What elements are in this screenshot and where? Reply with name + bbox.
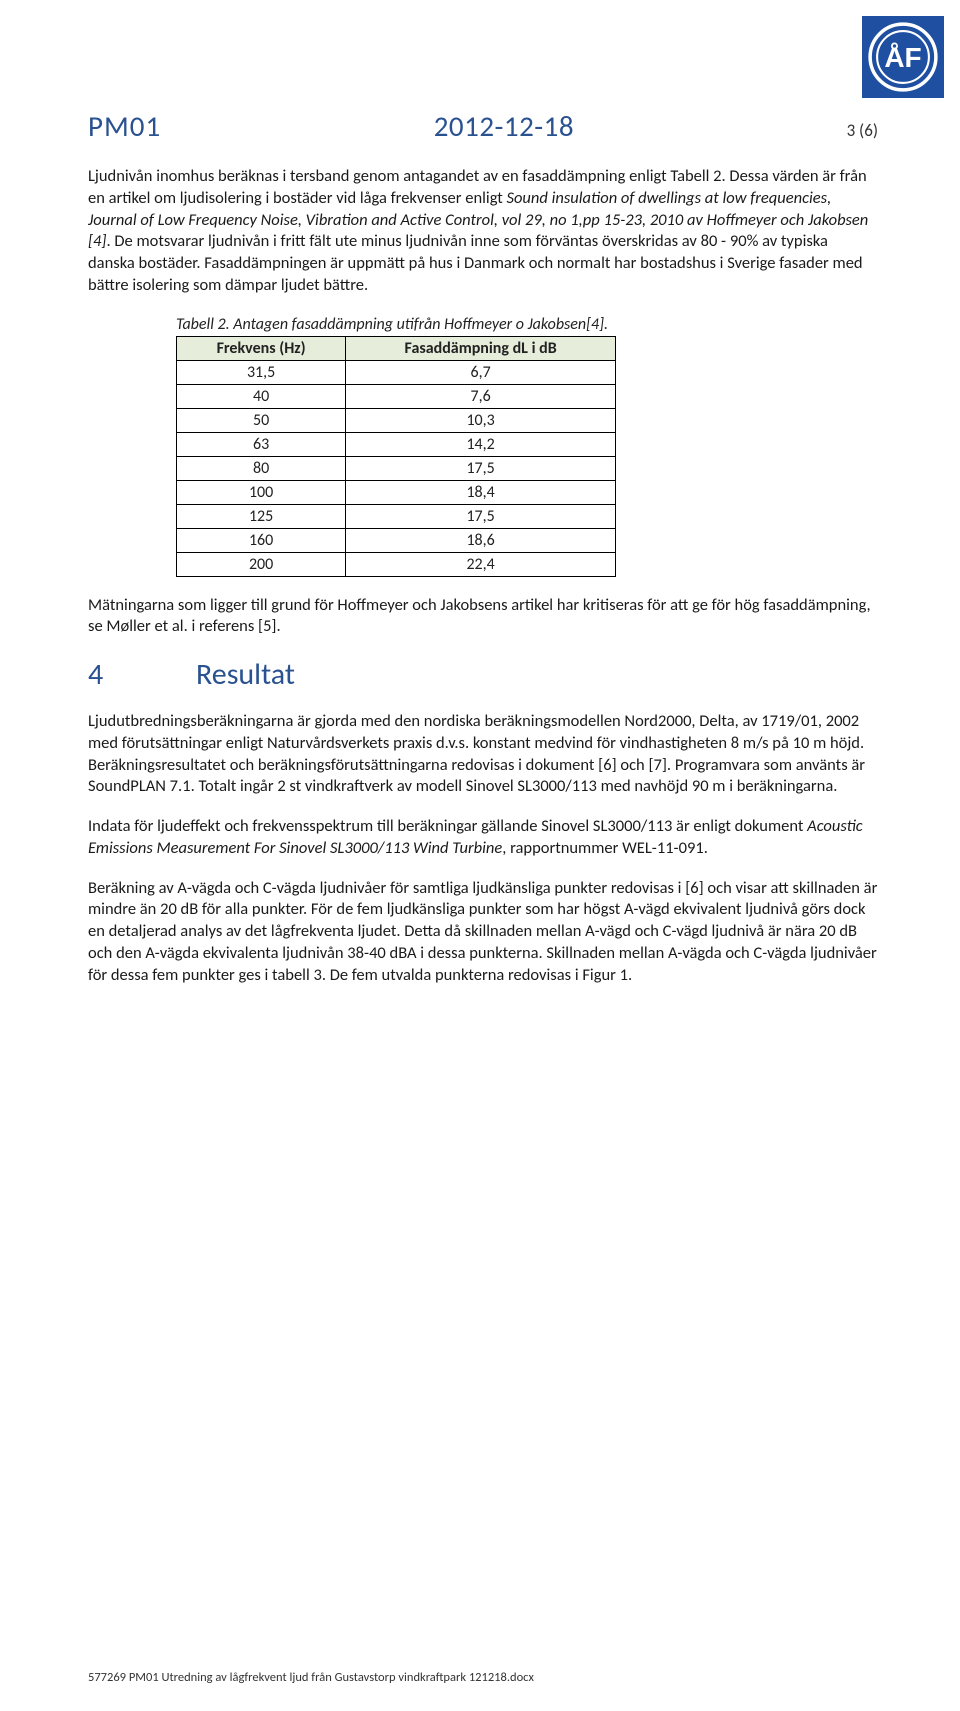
cell: 160	[177, 528, 346, 552]
table-caption: Tabell 2. Antagen fasaddämpning utifrån …	[176, 315, 878, 334]
doc-date: 2012-12-18	[434, 108, 574, 144]
cell: 200	[177, 552, 346, 576]
table-row: 16018,6	[177, 528, 616, 552]
cell: 22,4	[346, 552, 616, 576]
table-row: 407,6	[177, 384, 616, 408]
page-content: PM01 2012-12-18 3 (6) Ljudnivån inomhus …	[88, 108, 878, 1005]
table-2-wrapper: Tabell 2. Antagen fasaddämpning utifrån …	[176, 315, 878, 577]
section-title: Resultat	[196, 656, 295, 693]
table-row: 12517,5	[177, 504, 616, 528]
table-row: 5010,3	[177, 408, 616, 432]
cell: 40	[177, 384, 346, 408]
footer-filename: 577269 PM01 Utredning av lågfrekvent lju…	[88, 1670, 534, 1685]
cell: 17,5	[346, 504, 616, 528]
text-run: . De motsvarar ljudnivån i fritt fält ut…	[88, 231, 863, 295]
page-number: 3 (6)	[847, 120, 878, 141]
paragraph-5: Beräkning av A-vägda och C-vägda ljudniv…	[88, 878, 878, 987]
brand-logo: ÅF	[862, 16, 944, 98]
section-number: 4	[88, 656, 196, 693]
col-fasaddampning: Fasaddämpning dL i dB	[346, 336, 616, 360]
cell: 6,7	[346, 360, 616, 384]
cell: 17,5	[346, 456, 616, 480]
text-run: , rapportnummer WEL-11-091.	[502, 838, 708, 858]
cell: 10,3	[346, 408, 616, 432]
cell: 31,5	[177, 360, 346, 384]
table-row: 10018,4	[177, 480, 616, 504]
svg-text:ÅF: ÅF	[884, 42, 921, 73]
cell: 100	[177, 480, 346, 504]
paragraph-4: Indata för ljudeffekt och frekvensspektr…	[88, 816, 878, 860]
paragraph-1: Ljudnivån inomhus beräknas i tersband ge…	[88, 166, 878, 297]
table-row: 31,56,7	[177, 360, 616, 384]
cell: 14,2	[346, 432, 616, 456]
text-run: Indata för ljudeffekt och frekvensspektr…	[88, 816, 807, 836]
cell: 7,6	[346, 384, 616, 408]
cell: 63	[177, 432, 346, 456]
footer-text: 577269 PM01 Utredning av lågfrekvent lju…	[88, 1670, 534, 1685]
doc-code: PM01	[88, 108, 161, 144]
cell: 125	[177, 504, 346, 528]
section-4-heading: 4Resultat	[88, 656, 878, 693]
table-row: 6314,2	[177, 432, 616, 456]
cell: 18,4	[346, 480, 616, 504]
cell: 18,6	[346, 528, 616, 552]
table-row: 8017,5	[177, 456, 616, 480]
af-logo-icon: ÅF	[868, 22, 938, 92]
cell: 80	[177, 456, 346, 480]
table-2: Frekvens (Hz) Fasaddämpning dL i dB 31,5…	[176, 336, 616, 577]
table-header-row: Frekvens (Hz) Fasaddämpning dL i dB	[177, 336, 616, 360]
cell: 50	[177, 408, 346, 432]
table-row: 20022,4	[177, 552, 616, 576]
paragraph-3: Ljudutbredningsberäkningarna är gjorda m…	[88, 711, 878, 798]
col-frekvens: Frekvens (Hz)	[177, 336, 346, 360]
page-header: PM01 2012-12-18 3 (6)	[88, 108, 878, 144]
paragraph-2: Mätningarna som ligger till grund för Ho…	[88, 595, 878, 639]
